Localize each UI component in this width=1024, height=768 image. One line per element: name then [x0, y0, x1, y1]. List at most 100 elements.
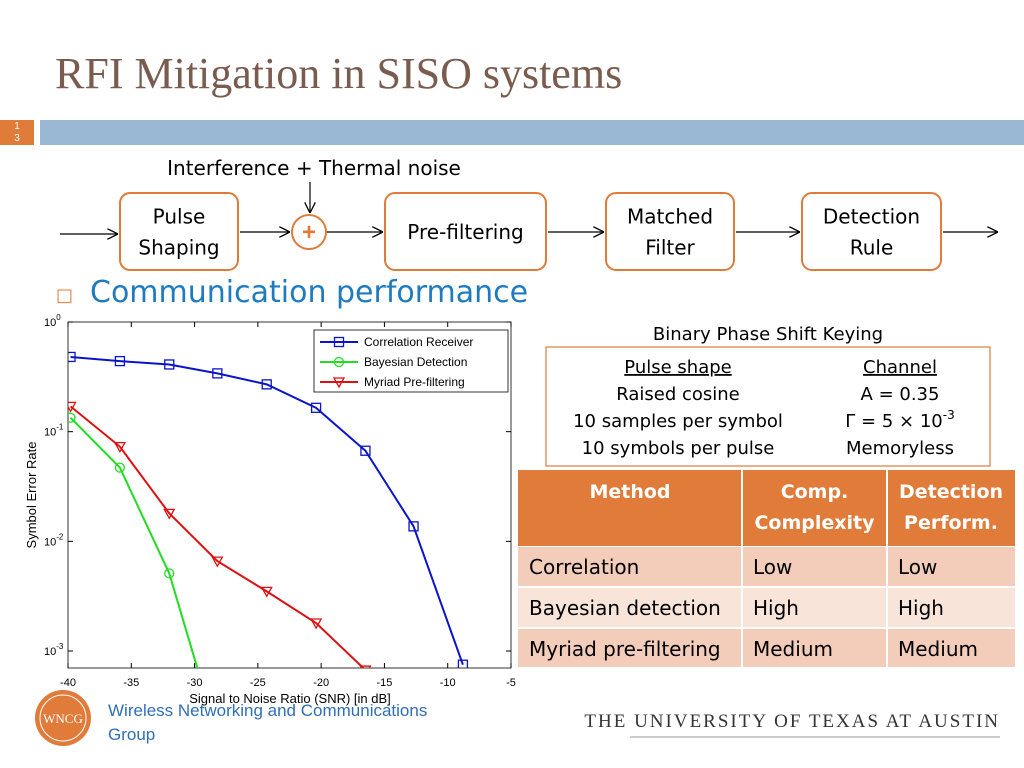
plot-series: [68, 351, 469, 740]
table-row-bg: [518, 547, 1015, 586]
table-header-bg: [518, 470, 1015, 546]
series-line: [70, 355, 464, 666]
y-tick-base: 10: [44, 427, 56, 439]
marker: [212, 368, 223, 379]
params-title: Binary Phase Shift Keying: [653, 324, 883, 345]
x-tick-label: -35: [123, 677, 139, 689]
block-label: Detection: [823, 205, 920, 229]
y-tick-exp: 0: [56, 313, 61, 322]
params-box: [545, 346, 991, 467]
table-header: Detection: [899, 481, 1003, 503]
params-cell: Memoryless: [846, 438, 954, 459]
legend-label: Correlation Receiver: [364, 335, 473, 349]
table-row-bg: [518, 588, 1015, 627]
marker: [457, 659, 469, 668]
table-cell: Medium: [898, 637, 978, 661]
marker: [213, 731, 222, 740]
marker: [68, 351, 76, 363]
marker: [333, 356, 345, 368]
block-label: Shaping: [138, 236, 219, 260]
marker: [260, 586, 273, 598]
x-tick-label: -15: [376, 677, 392, 689]
table-cell: Correlation: [529, 555, 639, 579]
x-tick-label: -25: [250, 677, 266, 689]
x-tick-label: -30: [187, 677, 203, 689]
noise-label: Interference + Thermal noise: [167, 156, 461, 180]
table-cell: Low: [898, 555, 937, 579]
table-cell: High: [753, 596, 799, 620]
series-line: [69, 417, 199, 668]
legend-label: Bayesian Detection: [364, 355, 467, 369]
y-tick-exp: -2: [56, 532, 64, 541]
series-line: [69, 405, 365, 668]
params-cell-sup: -3: [943, 408, 955, 422]
marker: [360, 445, 371, 456]
block-label: Filter: [645, 236, 695, 260]
marker: [408, 521, 419, 532]
table-cell: Medium: [753, 637, 833, 661]
y-tick-base: 10: [44, 646, 56, 658]
marker: [114, 355, 126, 367]
y-tick-label: 10-1: [44, 423, 64, 439]
params-header: Channel: [863, 357, 937, 378]
table-header: Method: [589, 481, 670, 503]
marker: [114, 462, 126, 473]
params-cell: A = 0.35: [861, 384, 940, 405]
logo-ring: [39, 694, 87, 742]
header-bar: [40, 120, 1024, 145]
slide-title: RFI Mitigation in SISO systems: [55, 49, 622, 98]
marker: [333, 336, 345, 348]
marker: [68, 401, 77, 413]
marker: [310, 402, 322, 413]
params-cell: Raised cosine: [616, 384, 740, 405]
legend-label: Myriad Pre-filtering: [364, 375, 465, 389]
page-box: [0, 120, 34, 145]
table-cell: High: [898, 596, 944, 620]
params-cell-text: Γ = 5 × 10: [845, 411, 942, 432]
logo: [35, 690, 91, 746]
group-name: Group: [108, 725, 155, 744]
marker: [332, 377, 346, 389]
y-tick-exp: -1: [56, 423, 64, 432]
y-tick-label: 10-2: [44, 532, 64, 548]
block-label: Pre-filtering: [407, 220, 523, 244]
table-cell: Bayesian detection: [529, 596, 721, 620]
marker: [211, 556, 224, 568]
params-cell: Γ = 5 × 10-3: [845, 408, 954, 432]
y-tick-exp: -3: [56, 642, 64, 651]
marker: [68, 412, 76, 423]
plus: +: [302, 219, 316, 246]
table-cell: Myriad pre-filtering: [529, 637, 721, 661]
y-tick-label: 10-3: [44, 642, 64, 658]
marker: [163, 508, 176, 520]
block-diagram: [60, 182, 998, 250]
params-cell: 10 samples per symbol: [573, 411, 783, 432]
group-name: Wireless Networking and Communications: [108, 701, 427, 720]
logo-text: WNCG: [43, 711, 83, 726]
x-tick-label: -5: [506, 677, 516, 689]
y-tick-base: 10: [44, 536, 56, 548]
table-header: Perform.: [904, 512, 998, 534]
bullet-text: Communication performance: [90, 275, 528, 310]
block: [605, 192, 735, 271]
marker: [261, 379, 272, 390]
params-header: Pulse shape: [624, 357, 731, 378]
marker: [359, 665, 372, 668]
y-tick-label: 100: [44, 313, 61, 329]
page-number: 3: [14, 133, 20, 144]
block-label: Matched: [627, 205, 713, 229]
block: [384, 192, 547, 271]
marker: [309, 618, 323, 630]
table-cell: Low: [753, 555, 792, 579]
block-label: Rule: [850, 236, 894, 260]
bullet-marker: □: [56, 285, 73, 306]
x-axis-label: Signal to Noise Ratio (SNR) [in dB]: [189, 691, 391, 706]
university: THE UNIVERSITY OF TEXAS AT AUSTIN: [584, 711, 1000, 732]
x-tick-label: -20: [313, 677, 329, 689]
table-header: Comp.: [781, 481, 849, 503]
y-axis-label: Symbol Error Rate: [24, 442, 39, 549]
params-cell: 10 symbols per pulse: [582, 438, 775, 459]
block: [119, 192, 239, 271]
block-label: Pulse: [153, 205, 206, 229]
